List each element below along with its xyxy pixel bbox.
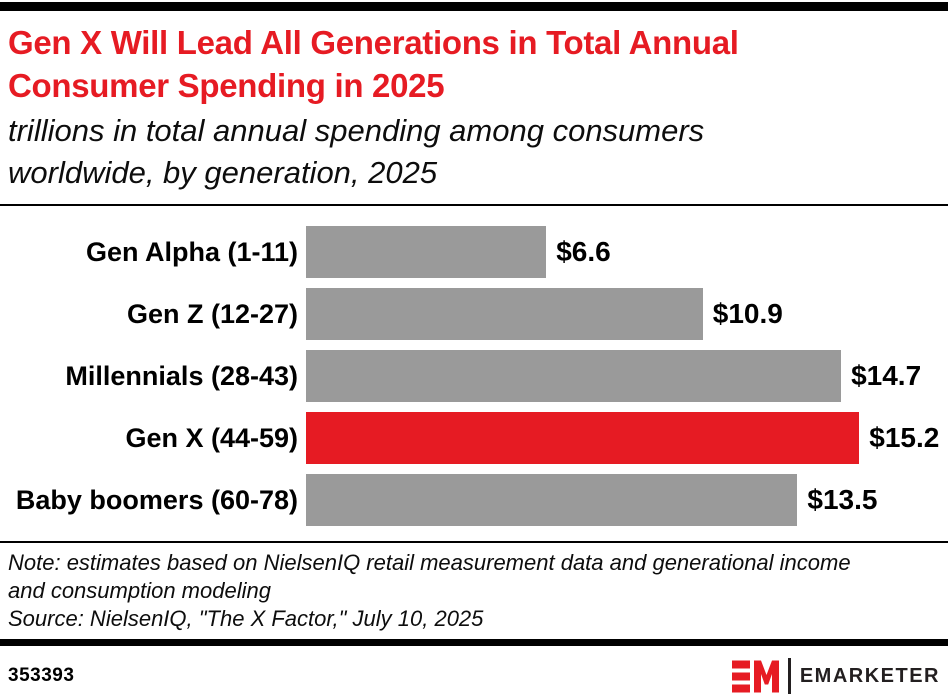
category-label: Gen Alpha (1-11) xyxy=(85,236,298,267)
bar-highlighted xyxy=(306,412,860,464)
chart-row: Millennials (28-43) $14.7 xyxy=(0,350,948,402)
emarketer-logo-icon xyxy=(731,660,779,692)
bar-chart: Gen Alpha (1-11) $6.6 Gen Z (12-27) $10.9 Mi… xyxy=(0,206,948,526)
bar xyxy=(306,474,798,526)
value-label: $10.9 xyxy=(712,298,783,329)
value-label: $6.6 xyxy=(556,236,611,267)
category-label: Baby boomers (60-78) xyxy=(15,484,298,515)
top-accent-bar xyxy=(0,2,948,11)
value-label: $15.2 xyxy=(869,422,940,453)
source-text: Source: NielsenIQ, "The X Factor," July … xyxy=(8,606,484,631)
notes-block: Note: estimates based on NielsenIQ retai… xyxy=(0,543,948,633)
chart-id: 353393 xyxy=(8,665,75,686)
chart-row: Gen Alpha (1-11) $6.6 xyxy=(0,226,948,278)
value-label: $14.7 xyxy=(851,360,922,391)
category-label: Gen Z (12-27) xyxy=(126,298,298,329)
value-label: $13.5 xyxy=(807,484,878,515)
footer-accent-bar xyxy=(0,639,948,646)
chart-row: Gen Z (12-27) $10.9 xyxy=(0,288,948,340)
header-divider xyxy=(0,204,948,206)
chart-row: Gen X (44-59) $15.2 xyxy=(0,412,948,464)
logo-separator xyxy=(787,658,791,694)
header: Gen X Will Lead All Generations in Total… xyxy=(0,11,948,194)
chart-divider xyxy=(0,541,948,543)
footer: 353393 EMARKETER xyxy=(0,646,948,694)
category-label: Millennials (28-43) xyxy=(65,360,298,391)
chart-subtitle: trillions in total annual spending among… xyxy=(8,113,705,190)
bar xyxy=(306,350,842,402)
bar xyxy=(306,288,703,340)
brand-logo: EMARKETER xyxy=(731,658,940,694)
bar xyxy=(306,226,547,278)
category-label: Gen X (44-59) xyxy=(125,422,298,453)
chart-title: Gen X Will Lead All Generations in Total… xyxy=(8,24,739,104)
brand-name: EMARKETER xyxy=(799,664,940,687)
note-text: Note: estimates based on NielsenIQ retai… xyxy=(8,550,851,603)
chart-row: Baby boomers (60-78) $13.5 xyxy=(0,474,948,526)
